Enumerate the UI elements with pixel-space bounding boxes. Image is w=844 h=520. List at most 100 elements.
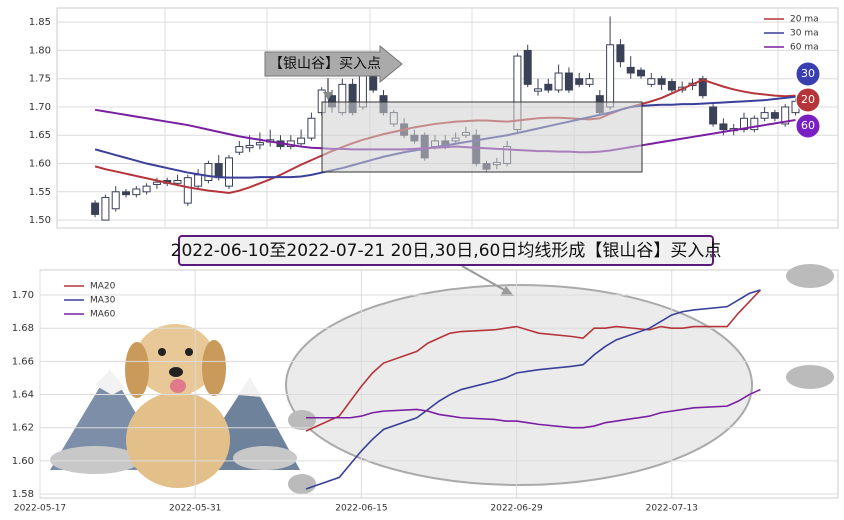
- y-tick-label: 1.65: [29, 130, 51, 141]
- candle-body: [173, 179, 182, 184]
- candle-body: [111, 191, 120, 210]
- candle-body: [575, 78, 584, 85]
- candle-body: [647, 78, 656, 85]
- y-tick-label: 1.50: [29, 215, 51, 226]
- candle-body: [132, 188, 141, 196]
- ma-line: [305, 289, 761, 432]
- y-tick-label: 1.80: [29, 45, 51, 56]
- badge: [795, 113, 821, 139]
- candle-body: [152, 181, 161, 185]
- ma-line: [306, 388, 761, 429]
- candle-body: [255, 142, 264, 146]
- banner-pointer: [461, 265, 509, 293]
- candle-body: [698, 78, 707, 97]
- candle-body: [616, 44, 625, 63]
- silver-ingot: [288, 410, 316, 430]
- legend-label: 30 ma: [790, 29, 819, 39]
- candle-body: [523, 49, 532, 85]
- silver-ingots: [288, 264, 834, 494]
- legend-label: MA20: [90, 282, 116, 292]
- candle-body: [626, 66, 635, 74]
- x-tick-label: 2022-06-15: [335, 504, 387, 514]
- candle-body: [204, 163, 213, 181]
- x-tick-label: 2022-07-13: [646, 504, 698, 514]
- candle-body: [142, 185, 151, 193]
- snow-cap: [238, 378, 262, 397]
- candle-body: [183, 177, 192, 204]
- silver-ingot: [288, 474, 316, 494]
- candle-body: [245, 144, 254, 149]
- y-tick-label: 1.55: [29, 187, 51, 198]
- candle-body: [101, 196, 110, 221]
- candle-body: [564, 72, 573, 91]
- candle-body: [235, 146, 244, 153]
- candle-body: [122, 191, 131, 196]
- top-layer: 1.50 1.55 1.60 1.65 1.70 1.75 1.80 1.85 20 ma 30 …: [29, 15, 838, 226]
- dog-ear: [202, 340, 226, 396]
- dog-nose: [169, 367, 183, 377]
- dog-eye: [185, 348, 193, 356]
- silver-ingot: [50, 446, 140, 474]
- y-tick-label: 1.60: [12, 456, 34, 467]
- silver-ingot: [786, 365, 834, 389]
- banner-title: 2022-06-10至2022-07-21 20日,30日,60日均线形成【银山…: [171, 241, 722, 261]
- y-tick-label: 1.70: [29, 102, 51, 113]
- y-tick-label: 1.75: [29, 74, 51, 85]
- legend-label: 20 ma: [790, 15, 819, 25]
- candle-body: [709, 106, 718, 125]
- badge-label: 30: [801, 67, 815, 80]
- y-tick-label: 1.62: [12, 423, 34, 434]
- badge-label: 20: [801, 93, 815, 106]
- candle-body: [214, 163, 223, 179]
- candle-body: [544, 83, 553, 91]
- y-tick-label: 1.70: [12, 290, 34, 301]
- legend-label: MA30: [90, 296, 116, 306]
- candle-body: [225, 157, 234, 187]
- candle-body: [606, 44, 615, 108]
- silver-ingot: [786, 264, 834, 288]
- candle-body: [554, 72, 563, 91]
- candle-body: [667, 81, 676, 91]
- candle-body: [297, 137, 306, 145]
- annotation-pointer-head: [323, 92, 333, 100]
- annotation-arrow: [264, 44, 403, 84]
- banner-pointer-head: [500, 286, 514, 296]
- candle-body: [760, 112, 769, 119]
- candle-body: [657, 78, 666, 85]
- candle-body: [781, 106, 790, 125]
- candle-body: [740, 117, 749, 131]
- x-tick-label: 2022-05-31: [169, 504, 221, 514]
- badge: [795, 87, 821, 113]
- banner: [178, 235, 714, 266]
- silver-ingot: [233, 446, 297, 470]
- snow-cap: [95, 370, 125, 395]
- candle-body: [585, 78, 594, 85]
- dog-ear: [125, 342, 149, 398]
- candle-body: [194, 174, 203, 187]
- dog-body: [126, 392, 230, 488]
- y-tick-label: 1.66: [12, 356, 34, 367]
- y-tick-label: 1.60: [29, 159, 51, 170]
- badge: [795, 61, 821, 87]
- candle-body: [750, 117, 759, 131]
- y-tick-label: 1.85: [29, 17, 51, 28]
- y-tick-label: 1.58: [12, 489, 34, 500]
- candle-body: [719, 123, 728, 131]
- candle-body: [770, 112, 779, 119]
- annotation-text: 【银山谷】买入点: [269, 56, 381, 72]
- y-tick-label: 1.64: [12, 390, 34, 401]
- candle-body: [534, 88, 543, 92]
- badge-label: 60: [801, 119, 815, 132]
- candle-body: [637, 69, 646, 77]
- highlight-ellipse: [285, 284, 753, 486]
- candle-body: [91, 202, 100, 215]
- legend-label: 60 ma: [790, 43, 819, 53]
- ma-line: [305, 289, 761, 490]
- candle-body: [307, 117, 316, 139]
- signal-box: [321, 101, 643, 173]
- legend-label: MA60: [90, 310, 116, 320]
- dog-eye: [158, 348, 166, 356]
- bottom-layer: 1.58 1.60 1.62 1.64 1.66 1.68 1.70 2022-05-17 20…: [12, 270, 838, 514]
- x-tick-label: 2022-06-29: [490, 504, 543, 514]
